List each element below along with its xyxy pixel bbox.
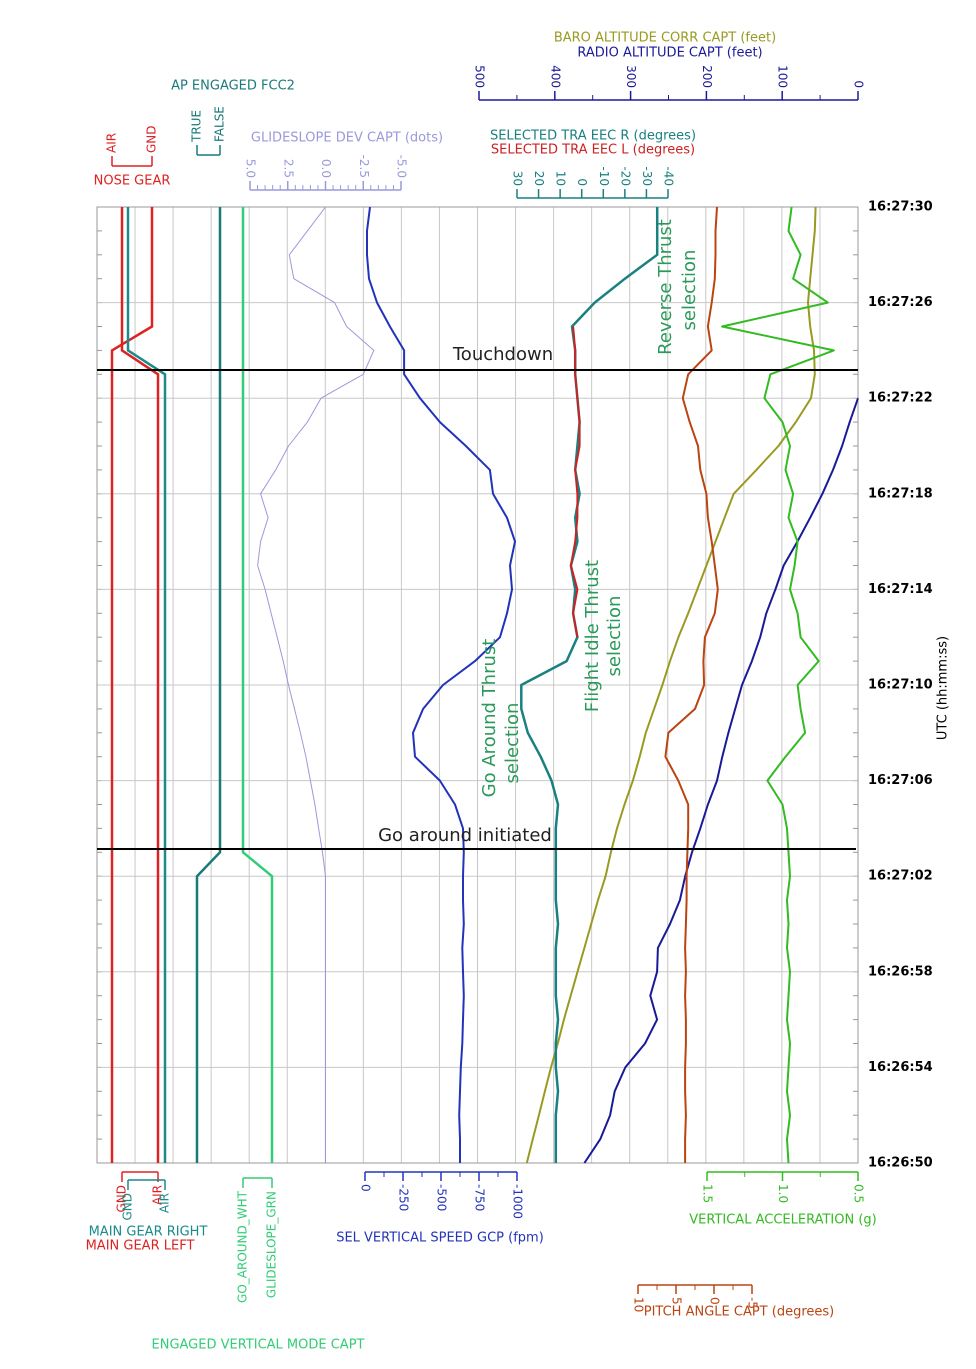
tick-label: 30 [511,171,525,186]
axis-title: SELECTED TRA EEC R (degrees) [490,129,696,144]
tick-label: 0 [359,1184,373,1192]
plot-border [96,206,859,1164]
discrete-line [241,207,274,1163]
series-line [583,397,859,1164]
series-line [366,206,516,1163]
tick-label: -10 [597,166,611,186]
state-label: GLIDESLOPE_GRN [265,1191,279,1298]
annotation: selection [502,703,523,784]
annotation: Reverse Thrust [655,219,676,355]
y-tick-label: 16:27:26 [868,295,933,310]
x-axis-title: UTC (hh:mm:ss) [936,636,951,740]
tick-label: 100 [776,65,790,88]
series-line [664,206,719,1163]
discrete-title: ENGAGED VERTICAL MODE CAPT [152,1338,365,1353]
y-tick-label: 16:27:14 [868,582,933,597]
discrete-title: MAIN GEAR LEFT [86,1239,195,1254]
annotation: Touchdown [452,344,553,365]
tick-label: 0 [708,1297,722,1305]
tick-label: -40 [662,166,676,186]
annotation: selection [679,250,700,331]
tick-label: -30 [640,166,654,186]
tick-label: 300 [624,65,638,88]
state-label: AIR [105,133,119,153]
axis-title: BARO ALTITUDE CORR CAPT (feet) [554,31,776,46]
state-label: AIR [151,1185,165,1205]
discrete-title: MAIN GEAR RIGHT [89,1225,208,1240]
tick-label: -20 [618,166,632,186]
state-label: GO_AROUND_WHT [236,1190,250,1303]
series-line [257,206,375,1163]
tick-label: 2.5 [281,159,295,178]
tick-label: 0.5 [852,1184,866,1203]
discrete-line [126,207,167,1163]
discrete-line [195,207,222,1163]
tick-label: 400 [548,65,562,88]
axis-title: GLIDESLOPE DEV CAPT (dots) [251,131,443,146]
state-label: GND [145,125,159,153]
discrete-line [120,207,160,1163]
tick-label: 500 [473,65,487,88]
axis-title: RADIO ALTITUDE CAPT (feet) [577,46,762,61]
axis-title: PITCH ANGLE CAPT (degrees) [644,1305,834,1320]
series-line [569,326,581,638]
y-tick-label: 16:27:10 [868,678,933,693]
state-label: FALSE [213,106,227,142]
y-tick-label: 16:27:02 [868,869,933,884]
tick-label: -250 [397,1184,411,1211]
y-tick-label: 16:27:06 [868,773,933,788]
tick-label: 0.0 [319,159,333,178]
grid [96,206,859,1164]
tick-label: -1000 [511,1184,525,1219]
axis-title: SELECTED TRA EEC L (degrees) [491,143,695,158]
series-line [721,206,835,1164]
y-tick-label: 16:27:30 [868,200,933,215]
discrete-title: AP ENGAGED FCC2 [171,79,295,94]
tick-label: 20 [532,171,546,186]
discrete-line [110,207,154,1163]
tick-label: -5 [746,1297,760,1309]
annotation: Go around initiated [378,825,552,846]
tick-label: 5 [670,1297,684,1305]
y-tick-label: 16:27:18 [868,486,933,501]
tick-label: -500 [435,1184,449,1211]
tick-label: 1.5 [701,1184,715,1203]
tick-label: -5.0 [395,155,409,178]
series-line [525,206,817,1164]
tick-label: 0 [852,80,866,88]
tick-label: 10 [554,171,568,186]
tick-label: 1.0 [776,1184,790,1203]
tick-label: -2.5 [357,155,371,178]
annotation: Go Around Thrust [479,639,500,798]
tick-label: 200 [700,65,714,88]
annotation: Flight Idle Thrust [582,560,603,712]
tick-label: -750 [473,1184,487,1211]
axis-title: VERTICAL ACCELERATION (g) [689,1213,876,1228]
annotation: selection [604,596,625,677]
state-label: GND [115,1185,129,1213]
tick-label: 0 [575,178,589,186]
plot [110,206,859,1164]
y-tick-label: 16:26:50 [868,1156,933,1171]
state-label: GND [121,1193,135,1221]
tick-label: 5.0 [244,159,258,178]
tick-label: 10 [632,1297,646,1312]
discrete-title: NOSE GEAR [94,174,171,189]
state-label: TRUE [190,110,204,143]
y-tick-label: 16:27:22 [868,391,933,406]
y-tick-label: 16:26:54 [868,1060,933,1075]
axis-title: SEL VERTICAL SPEED GCP (fpm) [336,1231,544,1246]
state-label: AIR [158,1193,172,1213]
y-tick-label: 16:26:58 [868,964,933,979]
